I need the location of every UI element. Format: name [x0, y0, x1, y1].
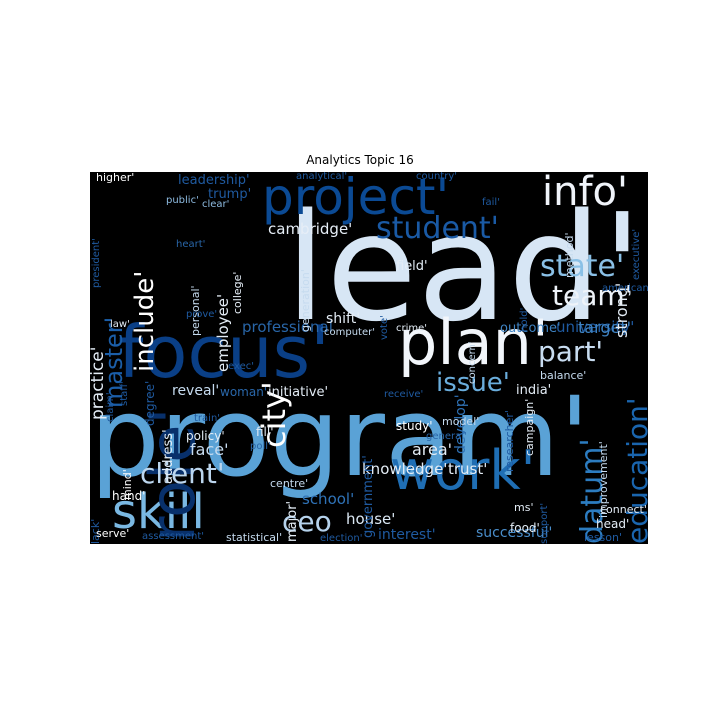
word-university: university' [556, 318, 635, 336]
word-ms: ms' [514, 501, 534, 514]
word-cambridge: cambridge' [268, 220, 353, 238]
word-interest: interest' [378, 527, 436, 543]
word-focus: focus' [118, 310, 330, 394]
word-trump: trump' [208, 187, 252, 202]
word-shift: shift' [326, 311, 361, 327]
word-school: school' [302, 490, 355, 508]
word-fail: fail' [482, 197, 500, 208]
word-plan: plan' [398, 306, 549, 379]
word-fill: fill' [256, 425, 274, 439]
word-model: model' [442, 415, 480, 428]
word-receive: receive' [384, 389, 424, 400]
word-project: project' [262, 172, 450, 226]
word-professional: professional [242, 318, 333, 336]
word-target: target' [578, 318, 632, 337]
word-president: president' [91, 238, 102, 288]
word-method: method' [563, 232, 576, 278]
word-assessment: assessment' [142, 531, 205, 542]
word-exec: exec' [228, 361, 254, 372]
word-general: general' [426, 431, 467, 442]
word-clear: clear' [202, 199, 230, 210]
word-government: government' [361, 455, 376, 538]
word-state: state' [540, 249, 625, 284]
word-skill: skill [112, 484, 205, 540]
word-successful: successful' [476, 525, 553, 541]
word-leadership: leadership' [178, 173, 250, 188]
word-lesson: lesson' [584, 531, 623, 544]
word-lead: lead' [285, 182, 643, 354]
word-balance: balance' [540, 369, 587, 382]
word-major: major' [285, 500, 300, 542]
word-ceo: ceo [282, 505, 332, 538]
word-policy: policy' [186, 429, 225, 443]
word-house: house' [346, 510, 396, 528]
figure-title: Analytics Topic 16 [306, 153, 414, 167]
word-serve: serve' [96, 527, 130, 540]
word-connect: connect' [600, 503, 647, 516]
word-claim: claim' [105, 392, 116, 422]
word-centre: centre' [270, 477, 309, 490]
word-cloud: lead' program' work' focus' project' plan' ski… [90, 172, 648, 544]
word-info: info' [542, 172, 629, 215]
word-include: include' [130, 270, 160, 372]
word-head: head' [596, 517, 630, 531]
word-support: support' [539, 502, 550, 544]
word-face: face' [190, 440, 229, 459]
word-address: address' [161, 429, 176, 484]
word-college: college' [231, 271, 244, 314]
word-researcher: researcher' [503, 410, 516, 472]
word-trust: trust' [448, 460, 488, 478]
word-study: study' [396, 419, 433, 433]
word-vote: vote' [379, 315, 390, 340]
word-concern: concern' [467, 341, 478, 384]
word-public: public' [166, 195, 199, 206]
word-program: program' [90, 373, 590, 501]
word-initiative: initiative' [268, 385, 329, 400]
word-hold: hold' [519, 307, 530, 332]
word-hand: hand' [112, 489, 146, 503]
word-poll: poll' [250, 441, 271, 452]
word-analytical: analytical' [296, 172, 348, 182]
word-woman: woman' [220, 385, 268, 399]
word-team: team' [552, 279, 633, 312]
word-student: student' [376, 211, 499, 246]
word-campaign: campaign' [523, 398, 536, 456]
word-degree: degree' [143, 380, 157, 426]
word-crime: crime' [396, 323, 428, 334]
word-india: india' [516, 383, 552, 398]
word-knowledge: knowledge' [362, 460, 448, 478]
word-computer: computer' [324, 327, 375, 338]
word-outcome: outcome' [500, 321, 561, 336]
word-election: election' [320, 533, 363, 544]
word-statistical: statistical' [226, 531, 283, 544]
word-executive: executive' [631, 228, 642, 280]
word-staff: staff' [119, 381, 130, 406]
word-higher: higher' [96, 172, 135, 184]
word-part: part' [538, 335, 604, 368]
word-reveal: reveal' [172, 383, 220, 399]
word-work: work' [390, 439, 536, 502]
word-food: food' [510, 521, 540, 535]
word-field: field' [396, 259, 428, 274]
word-issue: issue' [436, 368, 510, 398]
word-prove: prove' [186, 309, 218, 320]
word-train: train' [194, 413, 221, 424]
word-area: area' [412, 440, 453, 459]
word-generation: generation' [299, 269, 312, 332]
word-american: american' [602, 283, 648, 294]
word-law: law' [110, 319, 130, 330]
word-client: client' [140, 457, 225, 490]
word-heart: heart' [176, 239, 206, 250]
word-country: country' [416, 172, 457, 182]
